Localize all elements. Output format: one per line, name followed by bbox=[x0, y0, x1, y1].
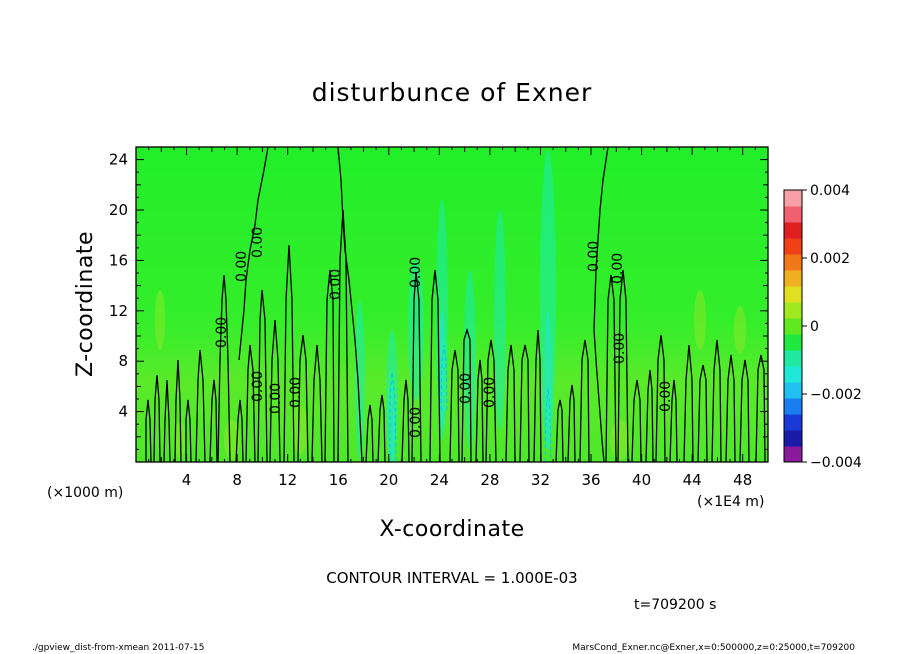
colorbar-segment bbox=[784, 318, 802, 335]
chart-title: disturbunce of Exner bbox=[312, 78, 593, 107]
x-tick-label: 36 bbox=[581, 471, 600, 489]
colorbar-segment bbox=[784, 238, 802, 255]
colorbar-segment bbox=[784, 302, 802, 319]
negative-contours bbox=[389, 344, 552, 462]
colorbar-tick-label: 0.002 bbox=[810, 251, 850, 267]
contour-label: 0.00 bbox=[288, 377, 304, 408]
time-stamp: t=709200 s bbox=[634, 597, 716, 613]
colorbar-segment bbox=[784, 334, 802, 351]
contour-label: 0.00 bbox=[234, 251, 250, 282]
y-tick-label: 16 bbox=[109, 251, 128, 269]
colorbar-segment bbox=[784, 382, 802, 399]
colorbar-segment bbox=[784, 206, 802, 223]
contour-label: 0.00 bbox=[482, 377, 498, 408]
y-tick-label: 4 bbox=[118, 403, 128, 421]
y-tick-label: 20 bbox=[109, 201, 128, 219]
x-unit-label: (×1000 m) bbox=[47, 485, 123, 501]
colorbar-segment bbox=[784, 430, 802, 447]
x-tick-label: 12 bbox=[278, 471, 297, 489]
x-axis-title: X-coordinate bbox=[379, 517, 524, 542]
contour-interval-note: CONTOUR INTERVAL = 1.000E-03 bbox=[326, 569, 577, 587]
contour-label: 0.00 bbox=[658, 381, 674, 412]
contour-label: 0.00 bbox=[458, 373, 474, 404]
x-tick-label: 48 bbox=[733, 471, 752, 489]
x-tick-label: 40 bbox=[632, 471, 651, 489]
x-tick-label: 8 bbox=[232, 471, 242, 489]
colorbar-segment bbox=[784, 286, 802, 303]
x-scale-label: (×1E4 m) bbox=[697, 494, 764, 510]
contour-label: 0.00 bbox=[408, 407, 424, 438]
x-axis: 4 8 12 16 20 24 28 32 36 40 44 48 bbox=[148, 147, 756, 489]
colorbar-segment bbox=[784, 414, 802, 431]
y-axis-title: Z-coordinate bbox=[73, 231, 98, 377]
contour-label: 0.00 bbox=[250, 371, 266, 402]
colorbar-segment bbox=[784, 190, 802, 207]
x-tick-label: 44 bbox=[683, 471, 702, 489]
x-tick-label: 20 bbox=[379, 471, 398, 489]
colorbar-segment bbox=[784, 398, 802, 415]
colorbar-tick-label: −0.002 bbox=[810, 387, 862, 403]
colorbar: 0.004 0.002 0 −0.002 −0.004 bbox=[783, 183, 862, 471]
contour-label: 0.00 bbox=[408, 257, 424, 288]
y-tick-label: 12 bbox=[109, 302, 128, 320]
contour-lines bbox=[145, 147, 766, 462]
x-tick-label: 28 bbox=[480, 471, 499, 489]
contour-labels: 0.00 0.00 0.00 0.00 0.00 0.00 0.00 0.00 … bbox=[214, 227, 674, 438]
x-tick-label: 24 bbox=[430, 471, 449, 489]
plot-area: 0.00 0.00 0.00 0.00 0.00 0.00 0.00 0.00 … bbox=[135, 146, 769, 463]
colorbar-segment bbox=[784, 350, 802, 367]
plot-background bbox=[136, 147, 768, 462]
colorbar-segment bbox=[784, 446, 802, 463]
y-tick-label: 8 bbox=[118, 352, 128, 370]
contour-label: 0.00 bbox=[612, 333, 628, 364]
contour-label: 0.00 bbox=[328, 269, 344, 300]
y-axis: 4 8 12 16 20 24 bbox=[109, 151, 768, 450]
footer-left: ./gpview_dist-from-xmean 2011-07-15 bbox=[32, 643, 204, 653]
colorbar-tick-label: 0.004 bbox=[810, 183, 850, 199]
contour-label: 0.00 bbox=[214, 317, 230, 348]
x-tick-label: 32 bbox=[531, 471, 550, 489]
colorbar-segment bbox=[784, 254, 802, 271]
colorbar-tick-label: −0.004 bbox=[810, 455, 862, 471]
footer-right: MarsCond_Exner.nc@Exner,x=0:500000,z=0:2… bbox=[572, 643, 855, 653]
positive-patches bbox=[155, 290, 746, 460]
contour-label: 0.00 bbox=[250, 227, 266, 258]
colorbar-segment bbox=[784, 270, 802, 287]
x-tick-label: 4 bbox=[182, 471, 192, 489]
colorbar-tick-label: 0 bbox=[810, 319, 819, 335]
contour-label: 0.00 bbox=[610, 253, 626, 284]
contour-label: 0.00 bbox=[586, 241, 602, 272]
contour-label: 0.00 bbox=[268, 383, 284, 414]
colorbar-segment bbox=[784, 366, 802, 383]
y-tick-label: 24 bbox=[109, 151, 128, 169]
colorbar-segment bbox=[784, 222, 802, 239]
x-tick-label: 16 bbox=[329, 471, 348, 489]
